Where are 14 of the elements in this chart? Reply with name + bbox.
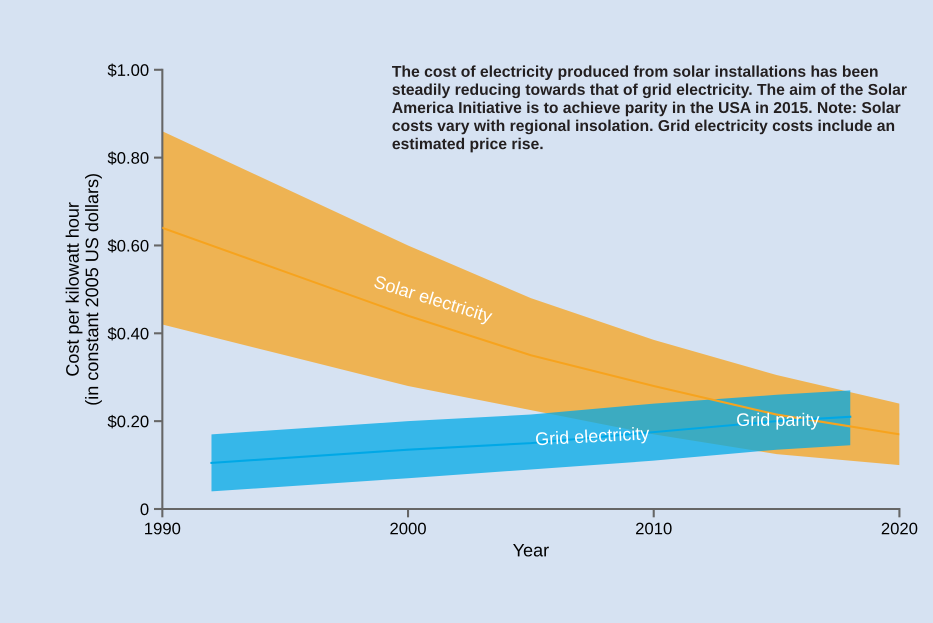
x-tick-label: 1990: [145, 522, 180, 534]
y-axis-title: Cost per kilowatt hour (in constant 2005 US dollars): [66, 174, 102, 405]
x-tick-label: 2020: [882, 522, 918, 534]
y-tick-label: $0.40: [108, 327, 148, 340]
x-tick-label: 2010: [636, 522, 672, 534]
series-label: Grid electricity: [536, 426, 650, 449]
x-tick-label: 2000: [390, 522, 426, 534]
y-tick-label: $0.20: [108, 414, 148, 428]
x-axis-title: Year: [513, 544, 549, 557]
y-tick-label: $0.80: [108, 151, 148, 165]
y-tick-label: 0: [140, 503, 148, 516]
y-tick-label: $1.00: [108, 63, 148, 77]
annotation: The cost of electricity produced from solar installations has been steadily reducing towards that of grid electricity. The aim of the Solar America Initiative is to achieve parity in the USA in 2015. Note: Solar costs vary with regional insolation. Grid electricity costs include an estimated price rise.: [392, 65, 907, 152]
y-tick-label: $0.60: [108, 239, 148, 253]
